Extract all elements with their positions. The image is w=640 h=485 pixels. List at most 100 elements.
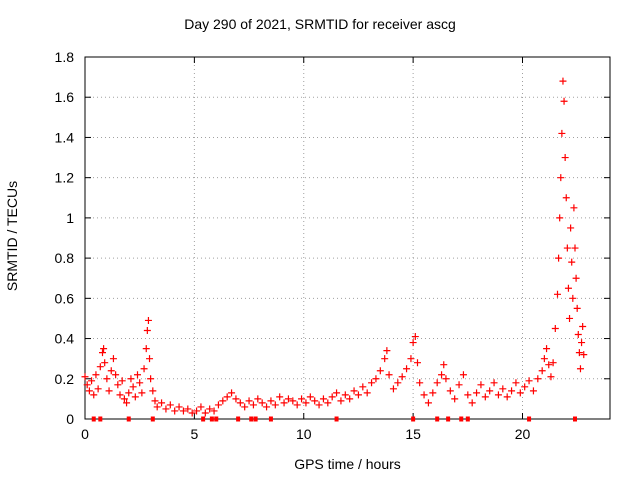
- data-point: [376, 367, 384, 375]
- data-point: [563, 244, 571, 252]
- y-tick-label: 0.8: [55, 250, 75, 266]
- data-point: [149, 387, 157, 395]
- x-tick-label: 5: [190, 426, 198, 442]
- data-point: [433, 379, 441, 387]
- data-point: [142, 345, 150, 353]
- data-point: [276, 393, 284, 401]
- data-point: [359, 383, 367, 391]
- data-point: [131, 393, 139, 401]
- data-point: [414, 359, 421, 367]
- data-point: [112, 371, 120, 379]
- data-point: [473, 389, 481, 397]
- y-tick-label: 1.8: [55, 49, 75, 65]
- data-point: [455, 381, 463, 389]
- data-point: [101, 359, 109, 367]
- data-point: [561, 154, 569, 162]
- data-point: [576, 365, 584, 373]
- data-point: [179, 407, 187, 415]
- plot-border: [84, 56, 611, 420]
- data-point: [129, 383, 137, 391]
- data-point: [389, 385, 397, 393]
- data-point: [468, 399, 476, 407]
- data-point: [319, 395, 327, 403]
- x-tick-label: 20: [515, 426, 531, 442]
- data-point: [232, 395, 240, 403]
- baseline-marker: [435, 416, 440, 422]
- baseline-marker: [249, 416, 254, 422]
- data-point: [219, 397, 227, 405]
- data-point: [271, 401, 279, 409]
- data-point: [383, 347, 391, 355]
- data-point: [440, 361, 448, 369]
- data-point: [298, 395, 306, 403]
- data-point: [566, 314, 574, 322]
- data-point: [556, 214, 564, 222]
- data-point: [350, 387, 358, 395]
- data-point: [571, 244, 579, 252]
- data-point: [162, 405, 170, 413]
- baseline-marker: [446, 416, 451, 422]
- baseline-marker: [573, 416, 577, 422]
- chart-title: Day 290 of 2021, SRMTID for receiver asc…: [184, 16, 456, 32]
- baseline-marker: [91, 416, 96, 422]
- data-point: [324, 399, 332, 407]
- data-point: [564, 284, 572, 292]
- data-point: [508, 387, 516, 395]
- data-point: [573, 304, 581, 312]
- data-point: [490, 379, 498, 387]
- data-point: [554, 290, 561, 298]
- data-point: [534, 375, 542, 383]
- data-point: [228, 389, 236, 397]
- data-point: [442, 375, 450, 383]
- data-point: [120, 395, 128, 403]
- baseline-marker: [465, 416, 470, 422]
- data-point: [88, 377, 96, 385]
- data-point: [363, 389, 371, 397]
- data-point: [521, 383, 529, 391]
- data-point: [567, 224, 575, 232]
- data-point: [188, 409, 196, 417]
- data-point: [569, 294, 577, 302]
- baseline-marker: [268, 416, 273, 422]
- data-point: [477, 381, 485, 389]
- y-tick-label: 0.4: [55, 331, 75, 347]
- baseline-marker: [411, 416, 416, 422]
- baseline-marker: [253, 416, 258, 422]
- x-tick-label: 15: [405, 426, 421, 442]
- data-point: [446, 387, 454, 395]
- data-point: [151, 397, 159, 405]
- data-point: [197, 403, 205, 411]
- data-point: [503, 393, 511, 401]
- x-tick-label: 10: [296, 426, 312, 442]
- data-point: [144, 316, 152, 324]
- y-tick-label: 0: [66, 411, 74, 427]
- data-point: [105, 387, 113, 395]
- data-point: [424, 399, 432, 407]
- data-point: [333, 389, 341, 397]
- data-point: [562, 194, 570, 202]
- baseline-marker: [98, 416, 103, 422]
- data-point: [328, 393, 336, 401]
- data-point: [171, 407, 179, 415]
- data-point: [529, 387, 537, 395]
- data-point: [241, 403, 249, 411]
- data-point: [540, 355, 548, 363]
- data-point: [481, 393, 489, 401]
- data-point: [267, 397, 275, 405]
- data-point: [572, 274, 580, 282]
- data-point: [293, 401, 301, 409]
- data-point: [280, 399, 288, 407]
- data-point: [94, 385, 102, 393]
- data-point: [372, 375, 380, 383]
- data-point: [99, 349, 106, 357]
- data-point: [398, 373, 406, 381]
- data-point: [555, 254, 563, 262]
- baseline-marker: [209, 416, 214, 422]
- y-tick-label: 1.2: [55, 170, 75, 186]
- data-point: [103, 375, 111, 383]
- data-point: [407, 355, 415, 363]
- data-point: [558, 129, 566, 137]
- y-axis-label: SRMTID / TECUs: [4, 180, 20, 292]
- data-point: [85, 387, 93, 395]
